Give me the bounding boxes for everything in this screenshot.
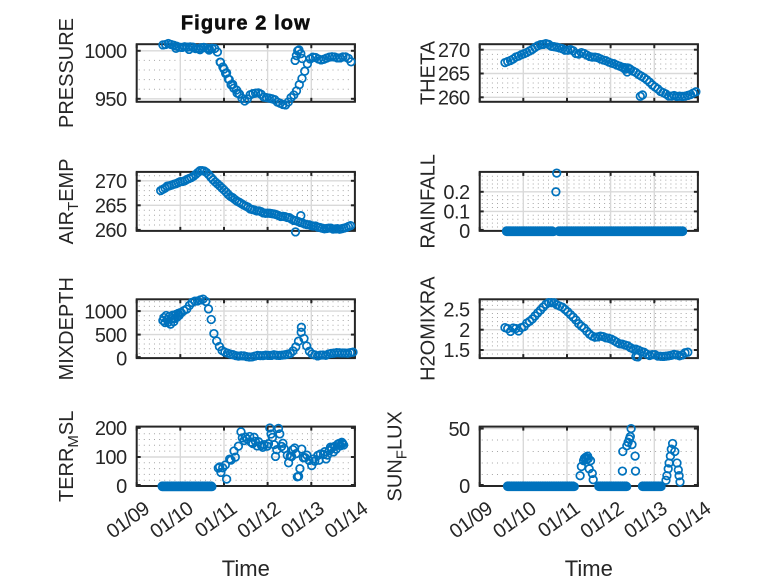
- svg-text:950: 950: [95, 89, 127, 111]
- svg-text:0.1: 0.1: [443, 202, 470, 224]
- svg-text:100: 100: [95, 447, 127, 469]
- svg-text:1.5: 1.5: [443, 340, 470, 362]
- svg-text:270: 270: [438, 40, 470, 62]
- svg-text:50: 50: [448, 419, 470, 441]
- svg-text:AIRTEMP: AIRTEMP: [56, 158, 82, 244]
- svg-text:1000: 1000: [84, 41, 127, 63]
- svg-text:2.5: 2.5: [443, 300, 470, 322]
- svg-text:265: 265: [438, 64, 470, 86]
- svg-text:1000: 1000: [84, 301, 127, 323]
- svg-text:265: 265: [95, 196, 127, 218]
- svg-text:TERRMSL: TERRMSL: [56, 411, 82, 502]
- svg-text:MIXDEPTH: MIXDEPTH: [56, 277, 78, 380]
- svg-text:200: 200: [95, 418, 127, 440]
- svg-text:THETA: THETA: [418, 40, 440, 105]
- svg-text:260: 260: [95, 220, 127, 242]
- svg-text:Time: Time: [565, 556, 613, 581]
- svg-text:0: 0: [116, 348, 127, 370]
- svg-text:2: 2: [459, 320, 470, 342]
- svg-text:270: 270: [95, 171, 127, 193]
- svg-text:RAINFALL: RAINFALL: [418, 154, 440, 248]
- svg-text:0.2: 0.2: [443, 182, 470, 204]
- svg-text:Figure 2 low: Figure 2 low: [181, 13, 311, 35]
- svg-text:Time: Time: [222, 556, 270, 581]
- svg-text:260: 260: [438, 88, 470, 110]
- svg-text:0: 0: [459, 476, 470, 498]
- svg-text:500: 500: [95, 325, 127, 347]
- svg-text:H2OMIXRA: H2OMIXRA: [418, 276, 440, 381]
- svg-text:0: 0: [459, 221, 470, 243]
- svg-text:0: 0: [116, 476, 127, 498]
- svg-text:PRESSURE: PRESSURE: [56, 18, 78, 128]
